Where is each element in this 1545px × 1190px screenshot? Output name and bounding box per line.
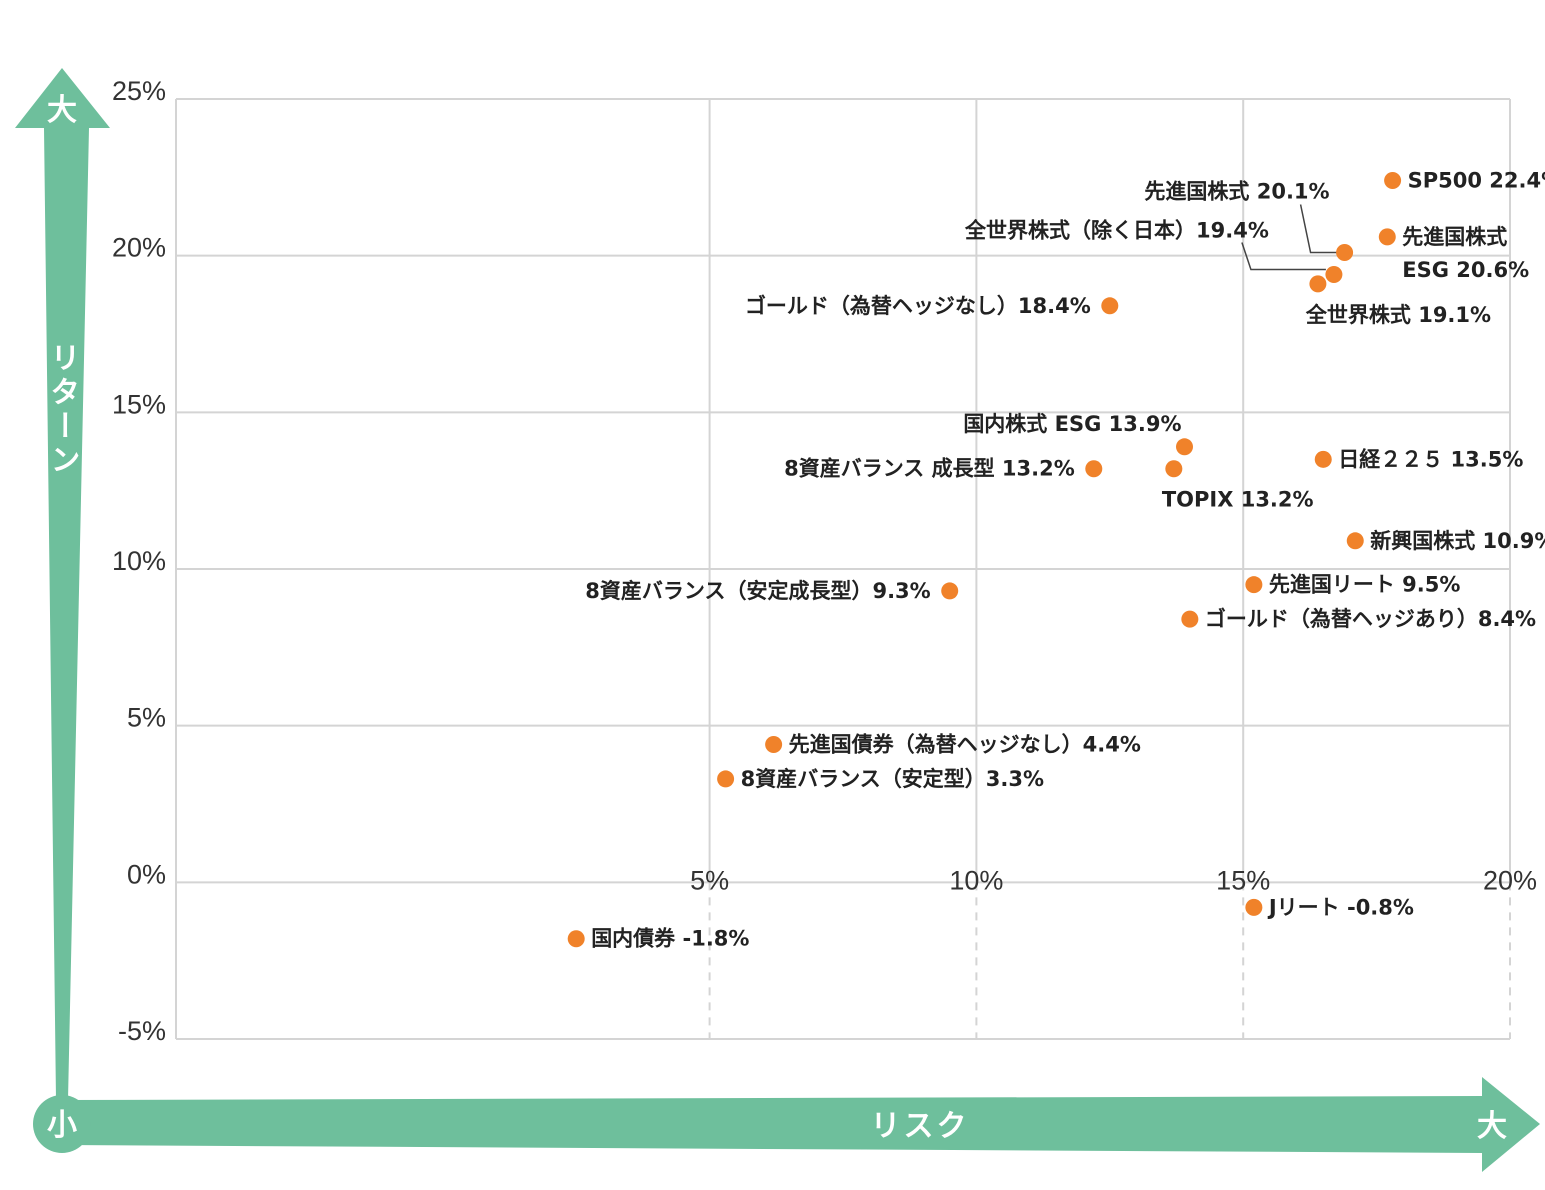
- data-point: [1101, 297, 1119, 315]
- y-tick-label: 0%: [127, 859, 166, 889]
- data-label: ゴールド（為替ヘッジあり）8.4%: [1205, 607, 1536, 631]
- data-label: 全世界株式（除く日本）19.4%: [964, 218, 1269, 242]
- x-tick-label: 5%: [690, 865, 729, 895]
- data-labels: SP500 22.4% 先進国株式 ESG 20.6% 先進国株式 20.1% 全世界株…: [585, 168, 1545, 950]
- data-label: ゴールド（為替ヘッジなし）18.4%: [745, 294, 1091, 318]
- data-point: [1314, 450, 1332, 468]
- data-point: [1309, 275, 1327, 293]
- data-label: 新興国株式 10.9%: [1370, 529, 1545, 553]
- y-tick-label: 5%: [127, 703, 166, 733]
- risk-axis-arrow: [62, 1077, 1540, 1172]
- leader-line: [1299, 204, 1337, 254]
- y-tick-label: 25%: [112, 76, 166, 106]
- data-point: [765, 735, 783, 753]
- data-point: [1245, 576, 1263, 594]
- data-label: 先進国株式 20.1%: [1144, 180, 1329, 204]
- x-tick-label: 20%: [1483, 865, 1537, 895]
- data-point: [1176, 438, 1194, 456]
- data-point: [717, 770, 735, 788]
- data-label: 先進国債券（為替ヘッジなし）4.4%: [789, 732, 1141, 756]
- x-tick-label: 15%: [1216, 865, 1270, 895]
- data-point: [1378, 228, 1396, 246]
- return-max-label: 大: [47, 93, 77, 128]
- data-point: [1336, 244, 1354, 262]
- data-label: 8資産バランス（安定型）3.3%: [741, 767, 1044, 791]
- data-label: 国内債券 -1.8%: [591, 927, 749, 951]
- data-label: Jリート -0.8%: [1267, 895, 1414, 919]
- data-label: SP500 22.4%: [1408, 168, 1545, 192]
- data-point: [567, 930, 585, 948]
- data-point: [1181, 610, 1199, 628]
- y-tick-label: 10%: [112, 546, 166, 576]
- data-label: 日経２２５ 13.5%: [1338, 447, 1523, 471]
- leader-line: [1241, 242, 1326, 271]
- origin-circle: [33, 1095, 91, 1153]
- data-label: ESG 20.6%: [1402, 258, 1529, 282]
- return-axis-title: リターン: [45, 342, 80, 478]
- tick-labels: 25% 20% 15% 10% 5% 0% -5% 5% 10% 15% 20%: [112, 76, 1537, 1046]
- leader-lines: [1241, 204, 1337, 271]
- data-point: [1165, 460, 1183, 478]
- data-label: 先進国リート 9.5%: [1269, 573, 1461, 597]
- data-point: [941, 582, 959, 600]
- data-point: [1085, 460, 1103, 478]
- data-label: TOPIX 13.2%: [1162, 488, 1314, 512]
- data-points: [567, 171, 1402, 948]
- data-label: 8資産バランス 成長型 13.2%: [784, 457, 1075, 481]
- return-axis-arrow: [15, 68, 110, 1100]
- data-label: 8資産バランス（安定成長型）9.3%: [585, 579, 930, 603]
- data-label: 先進国株式: [1402, 225, 1507, 249]
- risk-axis-title: リスク: [871, 1109, 970, 1144]
- y-tick-label: -5%: [118, 1016, 166, 1046]
- data-label: 国内株式 ESG 13.9%: [963, 412, 1181, 436]
- data-label: 全世界株式 19.1%: [1305, 303, 1491, 327]
- risk-min-label: 小: [47, 1108, 77, 1143]
- x-tick-label: 10%: [949, 865, 1003, 895]
- y-tick-label: 15%: [112, 389, 166, 419]
- data-point: [1384, 171, 1402, 189]
- risk-max-label: 大: [1477, 1109, 1507, 1144]
- data-point: [1346, 532, 1364, 550]
- grid: [175, 98, 1511, 1040]
- data-point: [1325, 265, 1343, 283]
- data-point: [1245, 898, 1263, 916]
- y-tick-label: 20%: [112, 233, 166, 263]
